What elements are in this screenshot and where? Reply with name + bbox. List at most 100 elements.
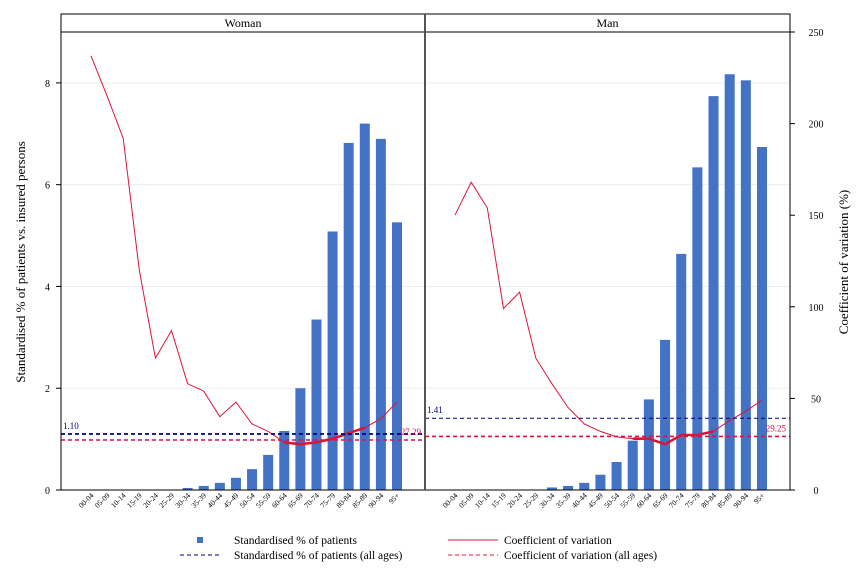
x-tick-label: 30-34: [538, 491, 557, 510]
y-right-tick-label: 0: [814, 486, 819, 497]
panels: Woman1.1027.2900-0405-0910-1415-1920-242…: [60, 13, 791, 510]
x-tick-label: 05-09: [457, 491, 476, 510]
bar: [756, 147, 768, 490]
bar: [692, 167, 703, 490]
x-tick-label: 50-54: [602, 491, 621, 510]
x-tick-label: 10-14: [473, 491, 492, 510]
x-tick-label: 15-19: [125, 491, 144, 510]
y-left-tick-label: 6: [45, 181, 50, 192]
bar: [375, 138, 386, 490]
x-tick-label: 80-84: [699, 491, 718, 510]
panel-title: Man: [597, 16, 619, 30]
legend-label: Coefficient of variation: [504, 535, 612, 547]
y-right-tick-label: 250: [809, 28, 824, 39]
x-tick-label: 00-04: [77, 491, 96, 510]
avg-cv-label: 27.29: [401, 427, 422, 437]
bar: [182, 487, 193, 490]
legend-label: Coefficient of variation (all ages): [504, 550, 657, 562]
legend-swatch-bar: [197, 537, 203, 543]
x-tick-label: 15-19: [489, 491, 508, 510]
x-tick-label: 80-84: [334, 491, 353, 510]
x-tick-label: 00-04: [441, 491, 460, 510]
x-tick-label: 95+: [387, 491, 402, 506]
bar: [643, 399, 654, 490]
x-tick-label: 75-79: [318, 491, 337, 510]
bar: [247, 469, 258, 490]
y-right-tick-label: 50: [811, 394, 821, 405]
panel-woman: Woman 1.10 27.29 00-0405-0910-1415-1920-242…: [60, 13, 426, 510]
legend-item: Standardised % of patients (all ages): [180, 550, 402, 562]
x-tick-label: 65-69: [286, 491, 305, 510]
bar: [740, 80, 751, 490]
legend-label: Standardised % of patients (all ages): [234, 550, 402, 562]
x-tick-label: 45-49: [222, 491, 241, 510]
y-axis-left-title: Standardised % of patients vs. insured p…: [13, 141, 28, 383]
axes: 0 2 4 6 8 0 50 100 150 200 250: [45, 14, 824, 497]
bar: [295, 388, 306, 490]
bar: [359, 123, 370, 490]
bar: [311, 319, 322, 490]
x-tick-label: 05-09: [93, 491, 112, 510]
bar: [230, 477, 241, 490]
x-tick-label: 40-44: [205, 491, 224, 510]
x-tick-label: 25-29: [521, 491, 540, 510]
x-tick-label: 55-59: [254, 491, 273, 510]
x-tick-label: 10-14: [109, 491, 128, 510]
bar: [392, 222, 402, 490]
bar: [708, 96, 719, 491]
x-tick-label: 65-69: [651, 491, 670, 510]
panel-man: Man 1.41 29.25 00-0405-0910-1415-1920-2425-…: [424, 13, 791, 510]
bar: [279, 430, 290, 490]
x-tick-label: 20-24: [505, 491, 524, 510]
avg-pct-label: 1.10: [63, 421, 79, 431]
bar: [724, 74, 735, 490]
bar: [595, 474, 606, 490]
x-tick-label: 25-29: [157, 491, 176, 510]
bar: [327, 231, 338, 491]
cv-line-thick: [284, 426, 366, 446]
x-tick-label: 85-89: [715, 491, 734, 510]
x-tick-label: 30-34: [173, 491, 192, 510]
panel-title: Woman: [224, 16, 261, 30]
y-left-tick-label: 8: [45, 79, 50, 90]
bar: [579, 482, 590, 490]
bar: [611, 462, 622, 490]
x-tick-label: 70-74: [667, 491, 686, 510]
avg-pct-label: 1.41: [427, 405, 443, 415]
bar: [563, 485, 574, 490]
legend-item: Standardised % of patients: [197, 535, 357, 547]
x-tick-label: 70-74: [302, 491, 321, 510]
x-tick-label: 50-54: [238, 491, 257, 510]
cv-line-thick: [632, 430, 714, 446]
bar: [546, 487, 557, 490]
bar: [676, 253, 687, 490]
x-tick-label: 75-79: [683, 491, 702, 510]
y-right-tick-label: 200: [809, 120, 824, 131]
x-tick-label: 20-24: [141, 491, 160, 510]
x-tick-label: 40-44: [570, 491, 589, 510]
y-left-tick-label: 4: [45, 282, 50, 293]
x-tick-label: 85-89: [350, 491, 369, 510]
bar: [660, 339, 671, 490]
x-tick-label: 95+: [752, 491, 767, 506]
legend-label: Standardised % of patients: [234, 535, 357, 547]
y-right-tick-label: 150: [809, 211, 824, 222]
bar: [263, 454, 274, 490]
bar: [343, 142, 354, 490]
x-tick-label: 60-64: [635, 491, 654, 510]
x-tick-label: 90-94: [731, 491, 750, 510]
bar: [214, 482, 225, 490]
y-axis-right-title: Coefficient of variation (%): [836, 190, 851, 335]
x-tick-label: 55-59: [618, 491, 637, 510]
x-tick-label: 90-94: [367, 491, 386, 510]
x-tick-label: 35-39: [189, 491, 208, 510]
x-tick-label: 45-49: [586, 491, 605, 510]
x-tick-label: 35-39: [554, 491, 573, 510]
x-tick-label: 60-64: [270, 491, 289, 510]
bar: [627, 440, 638, 490]
y-right-tick-label: 100: [809, 303, 824, 314]
y-left-tick-label: 2: [45, 384, 50, 395]
y-left-tick-label: 0: [45, 486, 50, 497]
legend-item: Coefficient of variation: [448, 535, 612, 547]
